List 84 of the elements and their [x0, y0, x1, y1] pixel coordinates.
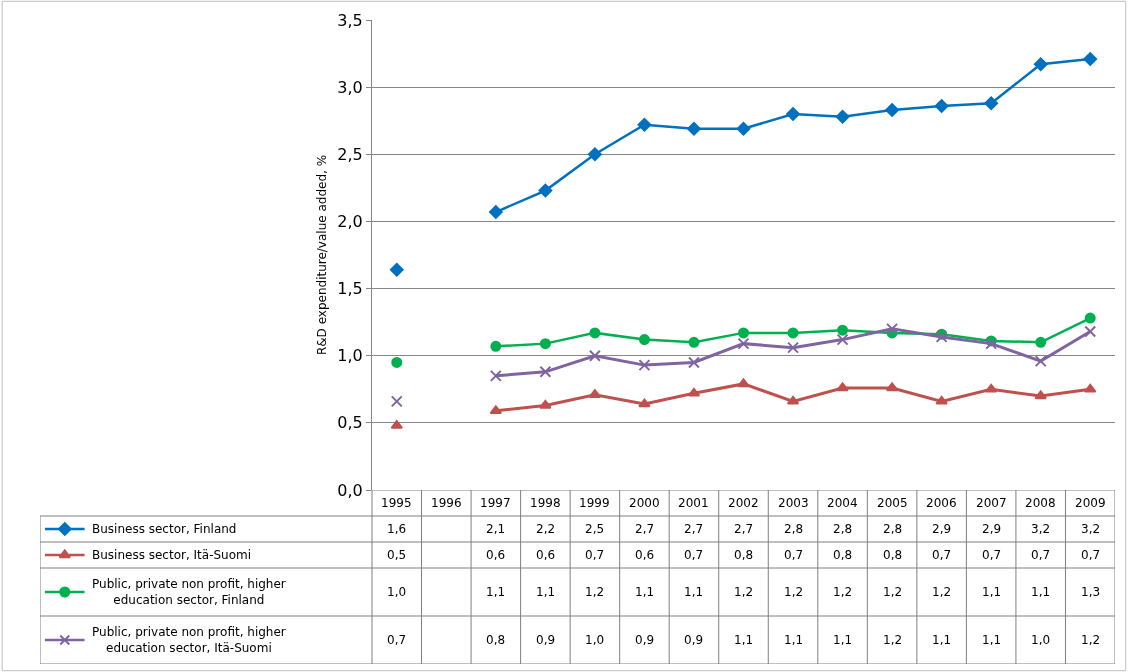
data-label: 2,1	[486, 522, 506, 536]
x-tick-label: 1999	[579, 496, 610, 510]
data-label: 2,2	[536, 522, 556, 536]
data-label: 2,9	[932, 522, 952, 536]
y-tick-label: 1,5	[337, 279, 363, 299]
data-label: 1,2	[585, 585, 605, 599]
data-label: 0,8	[833, 548, 853, 562]
legend-label: Business sector, Finland	[92, 522, 237, 536]
data-label: 0,7	[1081, 548, 1101, 562]
legend-label: Business sector, Itä-Suomi	[92, 548, 252, 562]
data-label: 0,8	[734, 548, 754, 562]
x-tick-label: 2001	[678, 496, 709, 510]
x-tick-label: 1996	[431, 496, 462, 510]
x-tick-label: 2004	[827, 496, 858, 510]
data-label: 0,8	[883, 548, 903, 562]
data-label: 1,1	[486, 585, 506, 599]
data-label: 3,2	[1081, 522, 1101, 536]
data-label: 0,6	[486, 548, 506, 562]
data-label: 1,1	[932, 633, 952, 647]
data-label: 0,7	[387, 633, 407, 647]
data-label: 0,6	[635, 548, 655, 562]
data-label: 1,2	[1081, 633, 1101, 647]
x-tick-label: 1997	[480, 496, 511, 510]
data-label: 0,9	[536, 633, 556, 647]
data-label: 1,1	[536, 585, 556, 599]
data-label: 0,7	[932, 548, 952, 562]
legend-label: Public, private non profit, higher education sector, Finland	[92, 577, 286, 607]
data-label: 1,2	[734, 585, 754, 599]
y-tick-label: 0,0	[337, 480, 363, 500]
x-tick-label: 2006	[926, 496, 957, 510]
y-tick-label: 3,0	[337, 77, 363, 97]
data-label: 0,7	[684, 548, 704, 562]
data-label: 1,0	[1031, 633, 1051, 647]
x-tick-label: 2005	[877, 496, 908, 510]
data-label: 1,6	[387, 522, 407, 536]
legend-label: Public, private non profit, higher education sector, Itä-Suomi	[92, 625, 286, 655]
data-label: 1,0	[387, 585, 407, 599]
y-tick-label: 2,0	[337, 212, 363, 232]
y-tick-label: 2,5	[337, 144, 363, 164]
data-label: 1,1	[982, 633, 1002, 647]
data-label: 2,7	[684, 522, 704, 536]
data-label: 1,2	[833, 585, 853, 599]
data-label: 1,1	[982, 585, 1002, 599]
data-label: 2,8	[883, 522, 903, 536]
data-label: 0,7	[982, 548, 1002, 562]
x-tick-label: 2003	[778, 496, 809, 510]
data-label: 0,6	[536, 548, 556, 562]
data-label: 2,8	[784, 522, 804, 536]
data-label: 0,8	[486, 633, 506, 647]
data-label: 0,9	[635, 633, 655, 647]
data-label: 1,2	[883, 633, 903, 647]
data-label: 1,1	[784, 633, 804, 647]
data-label: 0,7	[1031, 548, 1051, 562]
data-label: 2,9	[982, 522, 1002, 536]
data-label: 1,2	[932, 585, 952, 599]
y-tick-label: 3,5	[337, 10, 363, 30]
x-tick-label: 2002	[728, 496, 759, 510]
data-label: 1,2	[784, 585, 804, 599]
data-label: 0,9	[684, 633, 704, 647]
data-label: 1,1	[684, 585, 704, 599]
data-label: 1,3	[1081, 585, 1101, 599]
x-tick-label: 1995	[381, 496, 412, 510]
data-label: 2,7	[635, 522, 655, 536]
data-label: 0,7	[784, 548, 804, 562]
data-label: 1,2	[883, 585, 903, 599]
y-tick-label: 1,0	[337, 346, 363, 366]
x-tick-label: 2007	[976, 496, 1007, 510]
x-tick-label: 2000	[629, 496, 660, 510]
x-tick-label: 2008	[1025, 496, 1056, 510]
y-tick-label: 0,5	[337, 413, 363, 433]
data-label: 1,0	[585, 633, 605, 647]
x-tick-label: 2009	[1075, 496, 1106, 510]
data-label: 0,5	[387, 548, 407, 562]
data-label: 2,7	[734, 522, 754, 536]
data-label: 0,7	[585, 548, 605, 562]
y-axis-title: R&D expenditure/value added, %	[314, 154, 329, 356]
data-label: 2,8	[833, 522, 853, 536]
data-label: 1,1	[1031, 585, 1051, 599]
data-label: 1,1	[635, 585, 655, 599]
data-label: 2,5	[585, 522, 605, 536]
data-label: 3,2	[1031, 522, 1051, 536]
data-label: 1,1	[734, 633, 754, 647]
x-tick-label: 1998	[530, 496, 561, 510]
data-label: 1,1	[833, 633, 853, 647]
